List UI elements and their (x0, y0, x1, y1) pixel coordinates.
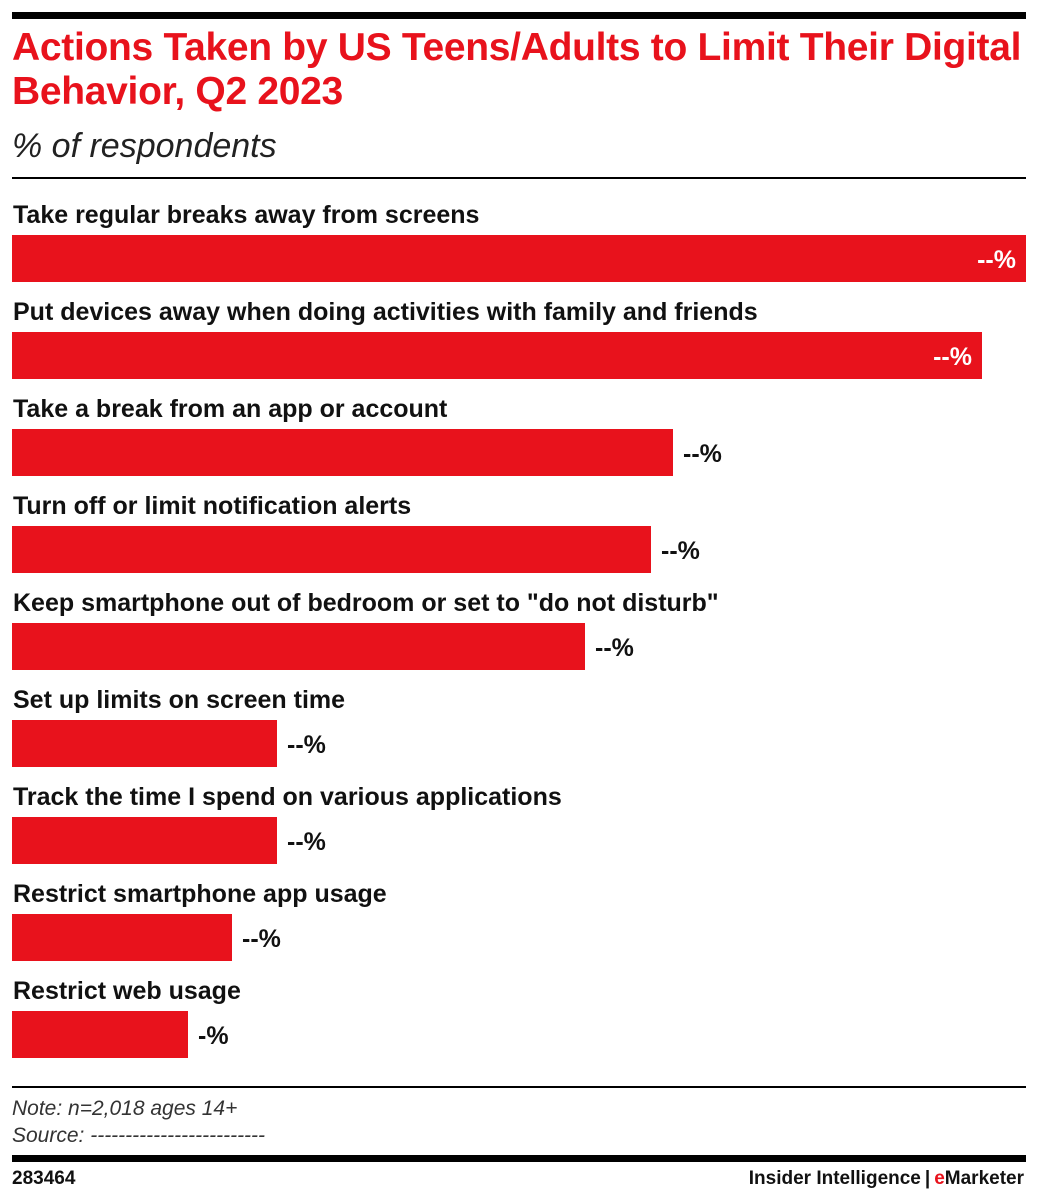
value-label: --% (595, 634, 634, 662)
category-label: Set up limits on screen time (13, 686, 346, 714)
bar (12, 526, 651, 573)
header-divider (12, 177, 1026, 179)
category-label: Restrict smartphone app usage (13, 880, 387, 908)
bar-row: Restrict web usage -% (12, 964, 1026, 1061)
category-label: Turn off or limit notification alerts (13, 492, 412, 520)
value-label: --% (933, 343, 972, 371)
value-label: --% (977, 246, 1016, 274)
value-label: -% (198, 1022, 229, 1050)
bar-row: Set up limits on screen time --% (12, 673, 1026, 770)
bar (12, 623, 585, 670)
brand-primary: Insider Intelligence (748, 1168, 921, 1189)
bar (12, 914, 232, 961)
value-label: --% (661, 537, 700, 565)
category-label: Keep smartphone out of bedroom or set to… (13, 589, 719, 617)
bar-row: Restrict smartphone app usage --% (12, 867, 1026, 964)
bar (12, 332, 982, 379)
value-label: --% (287, 828, 326, 856)
bar (12, 429, 673, 476)
category-label: Take regular breaks away from screens (13, 201, 480, 229)
top-rule (12, 12, 1026, 19)
chart-note: Note: n=2,018 ages 14+ (12, 1097, 238, 1120)
chart-subtitle: % of respondents (12, 127, 277, 165)
brand-secondary-accent: e (934, 1168, 945, 1189)
note-divider (12, 1086, 1026, 1088)
value-label: --% (242, 925, 281, 953)
value-label: --% (287, 731, 326, 759)
footer-rule (12, 1155, 1026, 1162)
category-label: Track the time I spend on various applic… (13, 783, 562, 811)
bar (12, 817, 277, 864)
brand-secondary-rest: Marketer (944, 1168, 1024, 1189)
bar-chart: Take regular breaks away from screens --%… (12, 188, 1026, 1068)
category-label: Take a break from an app or account (13, 395, 448, 423)
value-label: --% (683, 440, 722, 468)
category-label: Put devices away when doing activities w… (13, 298, 758, 326)
bar-row: Put devices away when doing activities w… (12, 285, 1026, 382)
brand-separator: | (924, 1168, 931, 1189)
chart-source: Source: ------------------------- (12, 1124, 266, 1147)
bar-row: Track the time I spend on various applic… (12, 770, 1026, 867)
bar-row: Take a break from an app or account --% (12, 382, 1026, 479)
bar-row: Keep smartphone out of bedroom or set to… (12, 576, 1026, 673)
chart-id: 283464 (12, 1168, 76, 1189)
bar-row: Turn off or limit notification alerts --% (12, 479, 1026, 576)
bar (12, 235, 1026, 282)
category-label: Restrict web usage (13, 977, 241, 1005)
brand-credit: Insider Intelligence | eMarketer (749, 1168, 1024, 1190)
bar-row: Take regular breaks away from screens --% (12, 188, 1026, 285)
chart-title: Actions Taken by US Teens/Adults to Limi… (12, 26, 1022, 113)
bar (12, 720, 277, 767)
bar (12, 1011, 188, 1058)
